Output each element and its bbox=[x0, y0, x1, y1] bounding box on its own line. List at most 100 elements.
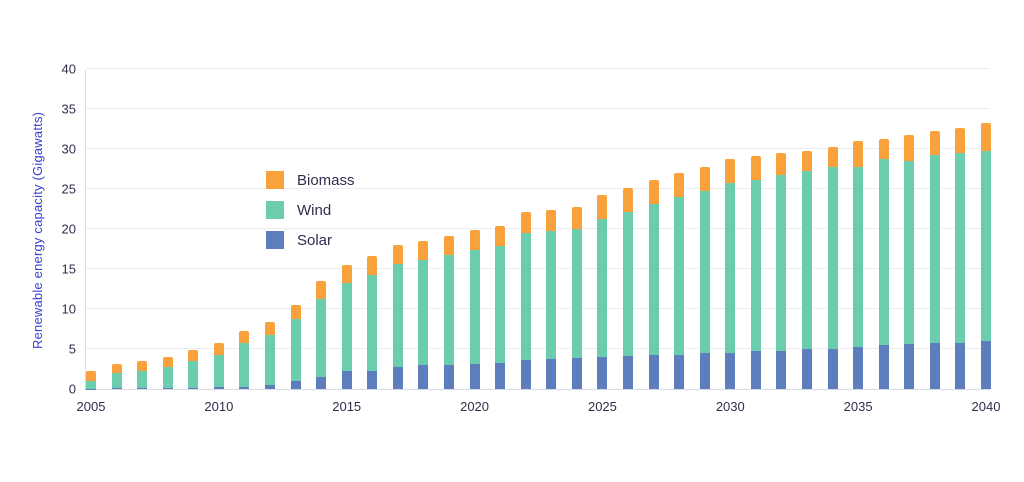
bar-segment-biomass bbox=[137, 361, 148, 371]
gridline bbox=[86, 308, 990, 309]
y-tick-label: 20 bbox=[61, 221, 76, 237]
bar-segment-solar bbox=[827, 349, 838, 389]
bar-segment-biomass bbox=[699, 167, 710, 192]
bar-2039 bbox=[955, 128, 966, 389]
bar-segment-solar bbox=[188, 387, 199, 389]
bar-segment-biomass bbox=[520, 212, 531, 234]
legend-item-biomass: Biomass bbox=[266, 171, 355, 189]
bar-segment-solar bbox=[444, 365, 454, 389]
x-tick-label: 2035 bbox=[843, 399, 873, 414]
plot-area: 0 5 10 15 20 25 30 35 40 2005 2010 2015 2020 2025 203… bbox=[62, 62, 1001, 415]
bar-segment-biomass bbox=[546, 209, 557, 232]
bar-segment-wind bbox=[725, 183, 736, 353]
bar-segment-biomass bbox=[571, 206, 582, 230]
bar-segment-solar bbox=[981, 341, 991, 389]
bar-2014 bbox=[316, 281, 327, 389]
bar-segment-wind bbox=[750, 180, 761, 352]
bar-segment-biomass bbox=[265, 321, 275, 335]
bar-segment-wind bbox=[239, 343, 250, 387]
bar-segment-solar bbox=[802, 349, 812, 389]
bar-segment-wind bbox=[571, 229, 582, 358]
bar-2018 bbox=[418, 241, 429, 389]
bar-segment-biomass bbox=[469, 229, 480, 250]
bar-segment-wind bbox=[802, 171, 812, 349]
bar-2024 bbox=[571, 206, 582, 389]
bar-segment-wind bbox=[213, 354, 224, 388]
bar-segment-biomass bbox=[316, 281, 327, 299]
bar-2025 bbox=[597, 195, 608, 389]
bar-segment-solar bbox=[341, 371, 352, 389]
bar-segment-solar bbox=[929, 343, 940, 389]
y-tick-label: 30 bbox=[61, 141, 76, 157]
bar-segment-wind bbox=[444, 255, 454, 365]
bar-segment-biomass bbox=[776, 153, 787, 176]
bar-2040 bbox=[981, 123, 991, 389]
bar-segment-solar bbox=[904, 344, 915, 389]
bar-segment-solar bbox=[137, 388, 148, 389]
bar-2017 bbox=[392, 245, 403, 389]
y-tick-label: 0 bbox=[68, 381, 76, 397]
bar-2007 bbox=[137, 361, 148, 389]
x-tick-label: 2020 bbox=[460, 399, 490, 414]
bar-segment-wind bbox=[265, 334, 275, 385]
gridline bbox=[86, 268, 990, 269]
bar-segment-solar bbox=[546, 359, 557, 389]
bar-segment-biomass bbox=[444, 236, 454, 256]
bar-segment-solar bbox=[392, 366, 403, 389]
bar-segment-biomass bbox=[597, 195, 608, 220]
legend-swatch-wind bbox=[266, 201, 284, 219]
bar-segment-biomass bbox=[86, 371, 96, 381]
bar-segment-biomass bbox=[750, 156, 761, 181]
bar-segment-biomass bbox=[648, 180, 659, 205]
bar-segment-wind bbox=[955, 153, 966, 343]
bar-2023 bbox=[546, 209, 557, 389]
bar-segment-solar bbox=[878, 345, 889, 389]
legend-swatch-biomass bbox=[266, 171, 284, 189]
bar-segment-biomass bbox=[162, 357, 173, 368]
bar-segment-biomass bbox=[367, 256, 378, 275]
x-tick-label: 2015 bbox=[332, 399, 362, 414]
legend-label: Wind bbox=[297, 201, 332, 219]
bar-segment-wind bbox=[674, 197, 685, 355]
bar-segment-biomass bbox=[290, 305, 301, 319]
bar-2016 bbox=[367, 256, 378, 389]
gridline bbox=[86, 228, 990, 229]
bar-segment-solar bbox=[265, 385, 275, 389]
bar-2020 bbox=[469, 229, 480, 389]
bar-2011 bbox=[239, 331, 250, 389]
bar-segment-wind bbox=[853, 166, 864, 348]
bar-segment-wind bbox=[904, 161, 915, 345]
bar-segment-solar bbox=[776, 350, 787, 389]
y-tick-label: 25 bbox=[61, 181, 76, 197]
y-tick-label: 35 bbox=[61, 101, 76, 117]
bar-2035 bbox=[853, 141, 864, 389]
bar-2030 bbox=[725, 158, 736, 389]
bar-segment-wind bbox=[648, 204, 659, 356]
bar-segment-biomass bbox=[929, 130, 940, 156]
bar-2026 bbox=[623, 188, 633, 389]
bar-segment-wind bbox=[520, 233, 531, 361]
bar-segment-biomass bbox=[802, 150, 812, 172]
y-tick-label: 10 bbox=[61, 301, 76, 317]
bar-2036 bbox=[878, 139, 889, 389]
bar-segment-solar bbox=[162, 388, 173, 389]
bar-segment-solar bbox=[597, 357, 608, 389]
bar-segment-wind bbox=[981, 150, 991, 341]
bar-segment-solar bbox=[674, 354, 685, 389]
bar-2009 bbox=[188, 350, 199, 389]
bar-segment-solar bbox=[213, 387, 224, 389]
bar-segment-solar bbox=[495, 362, 506, 389]
bar-2038 bbox=[929, 130, 940, 389]
bar-segment-wind bbox=[162, 367, 173, 389]
bar-segment-biomass bbox=[878, 139, 889, 159]
bar-2028 bbox=[674, 173, 685, 389]
bar-segment-wind bbox=[597, 219, 608, 357]
bar-2037 bbox=[904, 135, 915, 389]
gridline bbox=[86, 108, 990, 109]
bar-2033 bbox=[802, 150, 812, 389]
bar-segment-solar bbox=[955, 342, 966, 389]
bar-segment-wind bbox=[776, 175, 787, 351]
bar-segment-solar bbox=[699, 353, 710, 389]
x-tick-label: 2030 bbox=[715, 399, 745, 414]
